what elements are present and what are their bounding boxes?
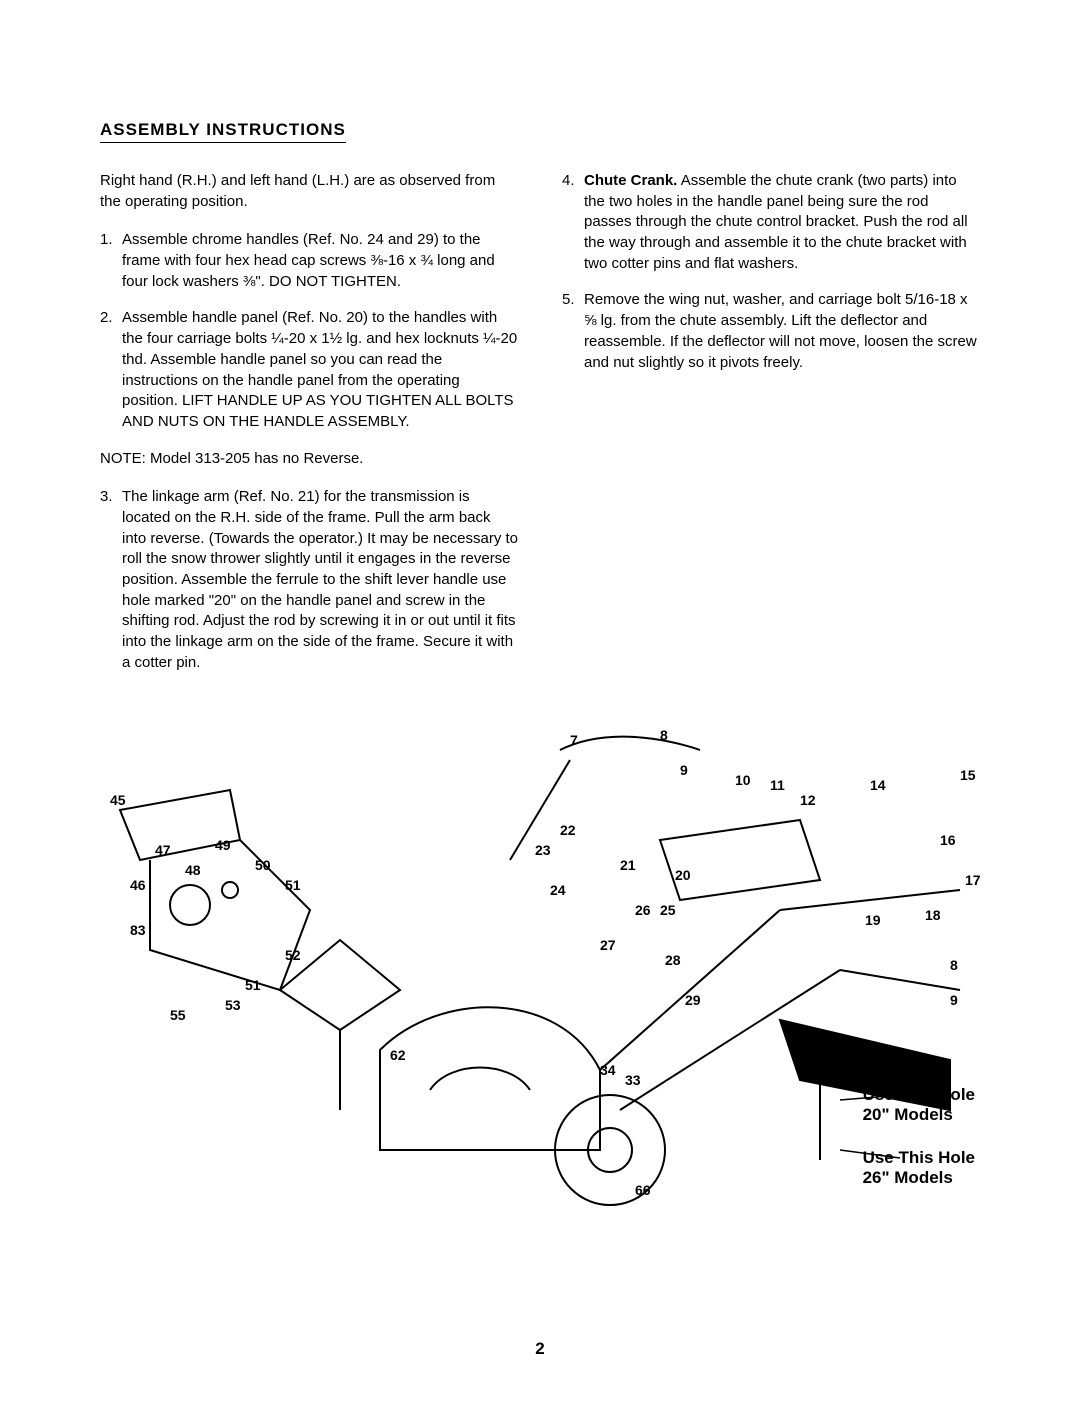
left-column: Right hand (R.H.) and left hand (L.H.) a…: [100, 171, 518, 689]
svg-text:26: 26: [635, 902, 651, 918]
item-number: 5.: [562, 290, 584, 373]
svg-text:29: 29: [685, 992, 701, 1008]
instruction-item-1: 1. Assemble chrome handles (Ref. No. 24 …: [100, 230, 518, 292]
svg-text:28: 28: [665, 952, 681, 968]
page-number: 2: [0, 1339, 1080, 1359]
item-number: 3.: [100, 487, 122, 673]
item-text: Assemble chrome handles (Ref. No. 24 and…: [122, 230, 518, 292]
svg-text:17: 17: [965, 872, 981, 888]
svg-text:48: 48: [185, 862, 201, 878]
manual-page: ASSEMBLY INSTRUCTIONS Right hand (R.H.) …: [0, 0, 1080, 1409]
instruction-item-4: 4. Chute Crank. Assemble the chute crank…: [562, 171, 980, 274]
svg-text:8: 8: [660, 727, 668, 743]
svg-text:20: 20: [675, 867, 691, 883]
svg-text:47: 47: [155, 842, 171, 858]
item-text: Chute Crank. Assemble the chute crank (t…: [584, 171, 980, 274]
svg-text:19: 19: [865, 912, 881, 928]
item-number: 2.: [100, 308, 122, 432]
svg-text:16: 16: [940, 832, 956, 848]
item-number: 4.: [562, 171, 584, 274]
svg-text:11: 11: [770, 777, 785, 793]
item-bold: Chute Crank.: [584, 172, 677, 189]
svg-text:12: 12: [800, 792, 816, 808]
svg-text:18: 18: [925, 907, 941, 923]
svg-text:33: 33: [625, 1072, 641, 1088]
svg-text:23: 23: [535, 842, 551, 858]
item-number: 1.: [100, 230, 122, 292]
svg-text:21: 21: [620, 857, 636, 873]
instruction-item-3: 3. The linkage arm (Ref. No. 21) for the…: [100, 487, 518, 673]
instruction-item-2: 2. Assemble handle panel (Ref. No. 20) t…: [100, 308, 518, 432]
callout-line: Use This Hole: [863, 1148, 975, 1167]
svg-text:10: 10: [735, 772, 751, 788]
svg-text:49: 49: [215, 837, 231, 853]
svg-text:55: 55: [170, 1007, 186, 1023]
svg-text:27: 27: [600, 937, 616, 953]
item-text: Assemble handle panel (Ref. No. 20) to t…: [122, 308, 518, 432]
svg-text:15: 15: [960, 767, 976, 783]
text-columns: Right hand (R.H.) and left hand (L.H.) a…: [100, 171, 980, 689]
callout-line: 20" Models: [863, 1105, 953, 1124]
svg-text:25: 25: [660, 902, 676, 918]
svg-text:45: 45: [110, 792, 126, 808]
item-text: Remove the wing nut, washer, and carriag…: [584, 290, 980, 373]
svg-text:34: 34: [600, 1062, 616, 1078]
svg-text:51: 51: [285, 877, 301, 893]
svg-text:9: 9: [680, 762, 688, 778]
note-paragraph: NOTE: Model 313-205 has no Reverse.: [100, 449, 518, 470]
svg-text:8: 8: [950, 957, 958, 973]
svg-text:66: 66: [635, 1182, 651, 1198]
right-column: 4. Chute Crank. Assemble the chute crank…: [562, 171, 980, 689]
svg-text:83: 83: [130, 922, 146, 938]
callout-line: 26" Models: [863, 1168, 953, 1187]
svg-text:50: 50: [255, 857, 271, 873]
svg-text:14: 14: [870, 777, 886, 793]
intro-paragraph: Right hand (R.H.) and left hand (L.H.) a…: [100, 171, 518, 212]
svg-text:9: 9: [950, 992, 958, 1008]
item-text: The linkage arm (Ref. No. 21) for the tr…: [122, 487, 518, 673]
svg-text:62: 62: [390, 1047, 406, 1063]
svg-text:52: 52: [285, 947, 301, 963]
svg-text:24: 24: [550, 882, 566, 898]
callout-26-models: Use This Hole 26" Models: [863, 1148, 975, 1189]
section-title: ASSEMBLY INSTRUCTIONS: [100, 120, 346, 143]
svg-text:7: 7: [570, 732, 578, 748]
callout-20-models: Use This Hole 20" Models: [863, 1085, 975, 1126]
svg-text:53: 53: [225, 997, 241, 1013]
svg-text:51: 51: [245, 977, 261, 993]
svg-text:46: 46: [130, 877, 146, 893]
callout-line: Use This Hole: [863, 1085, 975, 1104]
svg-text:22: 22: [560, 822, 576, 838]
instruction-item-5: 5. Remove the wing nut, washer, and carr…: [562, 290, 980, 373]
